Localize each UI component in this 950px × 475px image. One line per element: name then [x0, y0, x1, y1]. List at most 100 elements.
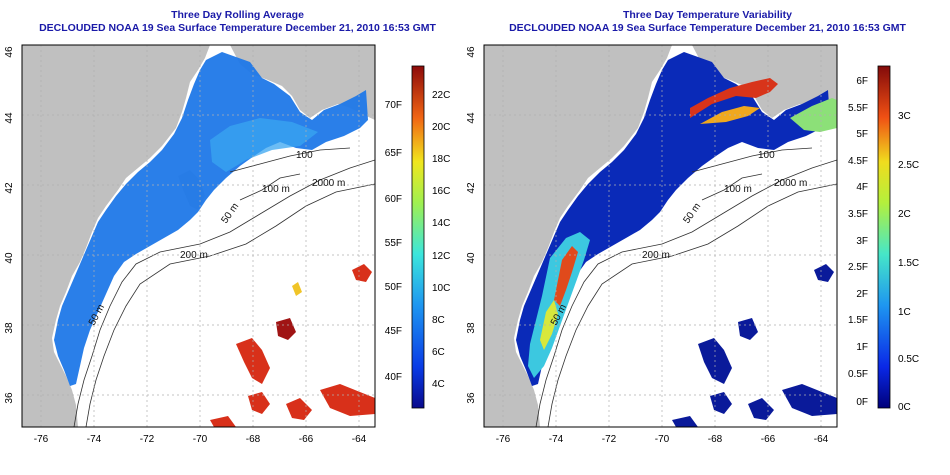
left-lat-axis: 46 44 42 40 38 36: [4, 46, 15, 404]
right-label-200m: 200 m: [642, 250, 670, 261]
right-f-label-0: 6F: [856, 76, 868, 87]
right-lon-tick-2: -72: [602, 434, 617, 445]
right-f-label-3: 4.5F: [848, 156, 868, 167]
left-lon-tick-6: -64: [352, 434, 367, 445]
left-map-frame: [21, 44, 376, 428]
left-lon-tick-0: -76: [34, 434, 49, 445]
right-c-label-0: 3C: [898, 111, 911, 122]
left-lat-tick-3: 40: [4, 252, 15, 264]
right-c-label-5: 0.5C: [898, 354, 919, 365]
left-lon-tick-1: -74: [87, 434, 102, 445]
left-label-100m: 100 m: [262, 184, 290, 195]
left-colorbar-celsius: 22C 20C 18C 16C 14C 12C 10C 8C 6C 4C: [432, 90, 450, 390]
left-f-label-6: 40F: [385, 372, 402, 383]
right-label-2000m: 2000 m: [774, 178, 807, 189]
left-f-label-2: 60F: [385, 194, 402, 205]
left-lon-tick-5: -66: [299, 434, 314, 445]
right-title-line2: DECLOUDED NOAA 19 Sea Surface Temperatur…: [509, 22, 906, 34]
right-lon-tick-0: -76: [496, 434, 511, 445]
left-colorbar-fahrenheit: 70F 65F 60F 55F 50F 45F 40F: [385, 100, 402, 383]
right-f-label-12: 0F: [856, 397, 868, 408]
right-f-label-8: 2F: [856, 289, 868, 300]
left-lon-tick-4: -68: [246, 434, 261, 445]
left-map: 100 100 m 2000 m 200 m 50 m 50 m -76 -74…: [4, 44, 376, 445]
right-c-label-6: 0C: [898, 402, 911, 413]
right-f-label-7: 2.5F: [848, 262, 868, 273]
left-f-label-4: 50F: [385, 282, 402, 293]
right-lon-tick-4: -68: [708, 434, 723, 445]
right-bathymetry-contours: [535, 147, 837, 427]
left-c-label-7: 8C: [432, 315, 445, 326]
right-f-label-6: 3F: [856, 236, 868, 247]
right-colorbar-celsius: 3C 2.5C 2C 1.5C 1C 0.5C 0C: [898, 111, 919, 413]
right-f-label-9: 1.5F: [848, 315, 868, 326]
left-c-label-0: 22C: [432, 90, 450, 101]
right-lat-tick-0: 46: [466, 46, 477, 58]
left-title-line1: Three Day Rolling Average: [171, 9, 304, 21]
left-title-line2: DECLOUDED NOAA 19 Sea Surface Temperatur…: [39, 22, 436, 34]
left-lat-tick-1: 44: [4, 112, 15, 124]
right-f-label-1: 5.5F: [848, 103, 868, 114]
left-c-label-4: 14C: [432, 218, 450, 229]
right-lat-tick-3: 40: [466, 252, 477, 264]
right-var-gulf-high: [690, 78, 778, 118]
left-label-200m: 200 m: [180, 250, 208, 261]
left-lat-tick-4: 38: [4, 322, 15, 334]
right-title-line1: Three Day Temperature Variability: [622, 9, 793, 21]
right-map: 100 100 m 2000 m 200 m 50 m 50 m -76 -74…: [466, 44, 838, 445]
left-bathymetry-contours: [73, 147, 375, 427]
right-f-label-4: 4F: [856, 182, 868, 193]
right-colorbar-fahrenheit: 6F 5.5F 5F 4.5F 4F 3.5F 3F 2.5F 2F 1.5F …: [848, 76, 868, 408]
left-c-label-3: 16C: [432, 186, 450, 197]
right-colorbar: 6F 5.5F 5F 4.5F 4F 3.5F 3F 2.5F 2F 1.5F …: [848, 65, 919, 413]
right-f-label-10: 1F: [856, 342, 868, 353]
right-label-100m: 100 m: [724, 184, 752, 195]
right-lat-tick-4: 38: [466, 322, 477, 334]
right-f-label-11: 0.5F: [848, 369, 868, 380]
left-panel-title: Three Day Rolling Average DECLOUDED NOAA…: [0, 9, 475, 35]
right-label-100: 100: [758, 150, 775, 161]
right-var-offshore: [672, 264, 837, 427]
left-sst-shelf-light: [210, 118, 318, 172]
right-c-label-1: 2.5C: [898, 160, 919, 171]
left-label-100: 100: [296, 150, 313, 161]
left-f-label-5: 45F: [385, 326, 402, 337]
left-lat-tick-2: 42: [4, 182, 15, 194]
right-f-label-2: 5F: [856, 129, 868, 140]
left-c-label-8: 6C: [432, 347, 445, 358]
right-panel-title: Three Day Temperature Variability DECLOU…: [465, 9, 950, 35]
left-label-2000m: 2000 m: [312, 178, 345, 189]
right-lon-tick-1: -74: [549, 434, 564, 445]
left-map-nova-scotia: [230, 45, 375, 120]
left-sst-yellow-patch: [292, 282, 302, 296]
left-grid: [22, 45, 375, 427]
right-var-coastal-high: [554, 246, 578, 306]
right-lat-tick-2: 42: [466, 182, 477, 194]
right-map-frame: [483, 44, 838, 428]
left-lat-tick-0: 46: [4, 46, 15, 58]
left-lon-tick-3: -70: [193, 434, 208, 445]
right-var-scotian: [790, 98, 837, 132]
right-var-shelf: [516, 52, 830, 386]
left-colorbar: 70F 65F 60F 55F 50F 45F 40F 22C 20C 18C …: [385, 65, 450, 409]
left-f-label-0: 70F: [385, 100, 402, 111]
left-map-land: [22, 45, 210, 427]
left-c-label-6: 10C: [432, 283, 450, 294]
right-c-label-4: 1C: [898, 307, 911, 318]
right-colorbar-scale: [877, 65, 891, 409]
right-lon-tick-3: -70: [655, 434, 670, 445]
right-lat-tick-1: 44: [466, 112, 477, 124]
left-lon-axis: -76 -74 -72 -70 -68 -66 -64: [34, 434, 367, 445]
left-lon-tick-2: -72: [140, 434, 155, 445]
right-lat-tick-5: 36: [466, 392, 477, 404]
right-c-label-2: 2C: [898, 209, 911, 220]
right-f-label-5: 3.5F: [848, 209, 868, 220]
left-f-label-3: 55F: [385, 238, 402, 249]
left-colorbar-scale: [411, 65, 425, 409]
right-lon-axis: -76 -74 -72 -70 -68 -66 -64: [496, 434, 829, 445]
right-lon-tick-6: -64: [814, 434, 829, 445]
right-grid: [484, 45, 837, 427]
left-c-label-9: 4C: [432, 379, 445, 390]
right-lat-axis: 46 44 42 40 38 36: [466, 46, 477, 404]
